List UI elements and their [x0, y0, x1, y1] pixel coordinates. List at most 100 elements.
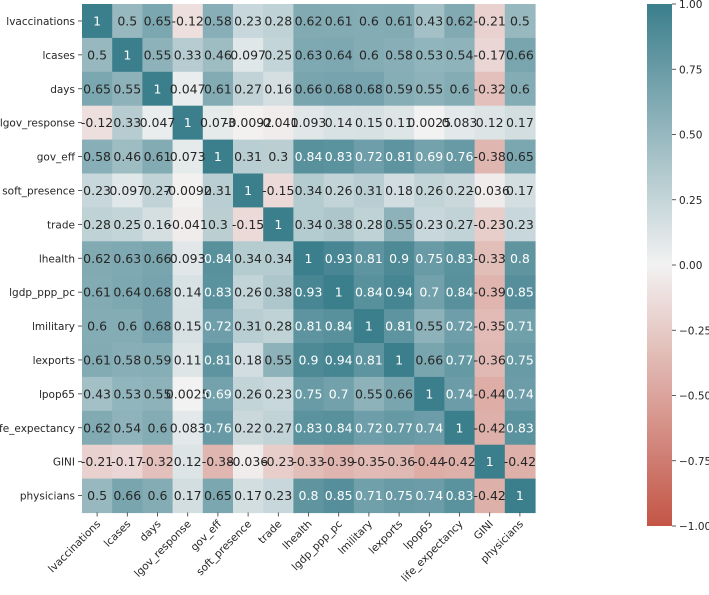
cell-annotation: 0.81 [295, 319, 323, 334]
heatmap-cell [474, 275, 506, 310]
heatmap-cell [263, 241, 294, 276]
heatmap-cell [263, 410, 294, 446]
colorbar-tick-label: 0.25 [679, 195, 702, 207]
heatmap-cell [414, 173, 445, 208]
colorbar-tick-label: −0.25 [679, 325, 709, 337]
heatmap-cell [323, 105, 355, 141]
cell-annotation: 0.34 [295, 183, 323, 198]
heatmap-cell [444, 309, 476, 344]
heatmap-cell [293, 71, 325, 107]
y-tick-label: GINI [53, 457, 75, 469]
heatmap-cell [112, 105, 143, 141]
heatmap-cell [414, 71, 445, 107]
y-tick-label: soft_presence [2, 185, 75, 197]
cell-annotation: 0.76 [446, 149, 474, 164]
heatmap-cell [233, 71, 264, 107]
heatmap-cell [414, 37, 445, 73]
cell-annotation: 1 [244, 183, 252, 198]
heatmap-cell [353, 410, 385, 446]
cell-annotation: 0.83 [295, 420, 323, 435]
heatmap-cell [142, 139, 174, 175]
heatmap-cell [112, 4, 143, 39]
y-tick-label: lvaccinations [6, 16, 75, 28]
cell-annotation: 0.14 [174, 285, 202, 300]
cell-annotation: 0.6 [87, 319, 107, 334]
cell-annotation: -0.39 [474, 285, 506, 300]
cell-annotation: 0.84 [295, 149, 323, 164]
heatmap-cell [263, 207, 294, 242]
heatmap-cell [142, 207, 174, 242]
heatmap-cell [474, 105, 506, 141]
heatmap-cell [233, 37, 264, 73]
heatmap-cell [414, 343, 445, 378]
x-tick-label: GINI [472, 518, 496, 542]
cell-annotation: 0.74 [415, 488, 443, 503]
heatmap-cell [323, 444, 355, 480]
cell-annotation: -0.32 [474, 81, 506, 96]
cell-annotation: 0.66 [113, 488, 141, 503]
heatmap-cell [233, 478, 264, 514]
heatmap-cell [202, 139, 234, 175]
cell-annotation: 1 [274, 217, 282, 232]
heatmap-cell [202, 309, 234, 344]
cell-annotation: -0.36 [383, 454, 415, 469]
heatmap-cell [474, 4, 506, 39]
heatmap-cell [293, 478, 325, 514]
cell-annotation: 0.68 [144, 285, 172, 300]
heatmap-cell [172, 4, 204, 39]
cell-annotation: 0.16 [264, 81, 292, 96]
colorbar-tick-label: −1.00 [679, 521, 709, 533]
cell-annotation: 0.71 [355, 488, 383, 503]
heatmap-cell [263, 37, 294, 73]
heatmap-cell [444, 478, 476, 514]
heatmap-cell [172, 241, 204, 276]
cell-annotation: -0.33 [474, 251, 506, 266]
cell-annotation: 1 [456, 420, 464, 435]
heatmap-cell [142, 4, 174, 39]
heatmap-cell [384, 444, 415, 480]
heatmap-cell [293, 37, 325, 73]
cell-annotation: -0.38 [474, 149, 506, 164]
heatmap-cell [474, 207, 506, 242]
cell-annotation: 0.28 [264, 319, 292, 334]
heatmap-cell [323, 343, 355, 378]
heatmap-cell [504, 410, 536, 446]
heatmap-cell [353, 4, 385, 39]
y-tick-label: gov_eff [37, 152, 76, 164]
heatmap-cell [353, 207, 385, 242]
cell-annotation: 0.097 [109, 183, 145, 198]
cell-annotation: -0.21 [474, 13, 506, 28]
cell-annotation: 0.62 [295, 13, 323, 28]
y-tick-label: lcases [42, 50, 75, 62]
cell-annotation: 0.85 [325, 488, 353, 503]
heatmap-cell [82, 207, 113, 242]
heatmap-cell [323, 173, 355, 208]
heatmap-cell [293, 241, 325, 276]
heatmap-cell [474, 309, 506, 344]
cell-annotation: 0.23 [234, 13, 262, 28]
cell-annotation: 0.81 [204, 352, 232, 367]
cell-annotation: 0.68 [355, 81, 383, 96]
cell-annotation: 0.14 [325, 115, 353, 130]
cell-annotation: 0.6 [117, 319, 137, 334]
colorbar-tick-label: −0.50 [679, 391, 709, 403]
heatmap-cell [474, 343, 506, 378]
cell-annotation: 0.31 [234, 149, 262, 164]
cell-annotation: 0.34 [264, 251, 292, 266]
heatmap-cell [233, 275, 264, 310]
y-tick-label: life_expectancy [0, 423, 75, 435]
cell-annotation: 0.93 [325, 251, 353, 266]
cell-annotation: 0.65 [204, 488, 232, 503]
cell-annotation: 0.23 [83, 183, 111, 198]
heatmap-cell [504, 241, 536, 276]
heatmap-cell [82, 241, 113, 276]
x-tick-label: lgov_response [132, 518, 194, 580]
heatmap-cell [233, 410, 264, 446]
cell-annotation: 0.12 [174, 454, 202, 469]
heatmap-cell [233, 241, 264, 276]
heatmap-cell [444, 37, 476, 73]
heatmap-cell [112, 478, 143, 514]
cell-annotation: 0.54 [446, 47, 474, 62]
heatmap-cell [172, 37, 204, 73]
cell-annotation: 1 [123, 47, 131, 62]
